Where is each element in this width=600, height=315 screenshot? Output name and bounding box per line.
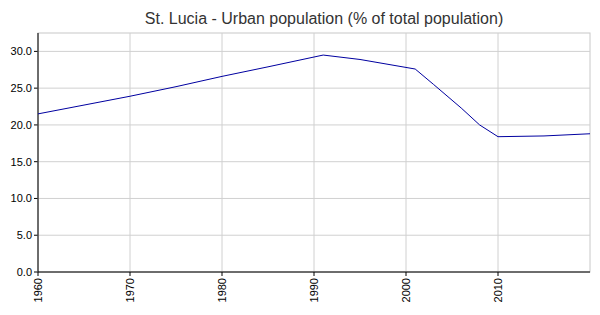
y-tick-label: 10.0: [11, 192, 32, 204]
chart: St. Lucia - Urban population (% of total…: [0, 0, 600, 315]
x-grid-line: [222, 33, 223, 272]
x-tick: [498, 272, 499, 276]
x-axis: [38, 272, 590, 273]
y-grid-line: [38, 272, 590, 273]
y-tick: [34, 198, 38, 199]
y-tick-label: 25.0: [11, 82, 32, 94]
title: St. Lucia - Urban population (% of total…: [145, 10, 503, 27]
x-tick-label: 2010: [492, 278, 504, 302]
x-tick-label: 1980: [216, 278, 228, 302]
x-grid-line: [498, 33, 499, 272]
plot-frame: [38, 33, 590, 272]
x-tick: [130, 272, 131, 276]
y-tick: [34, 51, 38, 52]
y-tick: [34, 161, 38, 162]
y-tick-label: 30.0: [11, 45, 32, 57]
x-tick-label: 1970: [124, 278, 136, 302]
y-tick: [34, 124, 38, 125]
y-tick-label: 15.0: [11, 156, 32, 168]
y-axis: [38, 33, 39, 272]
x-grid-line: [130, 33, 131, 272]
y-tick-label: 20.0: [11, 119, 32, 131]
x-grid-line: [406, 33, 407, 272]
x-tick: [406, 272, 407, 276]
y-tick-label: 5.0: [17, 229, 32, 241]
x-tick-label: 2000: [400, 278, 412, 302]
y-tick-label: 0.0: [17, 266, 32, 278]
y-tick: [34, 235, 38, 236]
plot-area: [38, 55, 590, 137]
x-tick: [222, 272, 223, 276]
data-line: [38, 55, 590, 137]
x-tick-label: 1960: [32, 278, 44, 302]
background: [0, 0, 600, 315]
x-tick: [314, 272, 315, 276]
x-grid-line: [38, 33, 39, 272]
y-tick: [34, 88, 38, 89]
x-tick-label: 1990: [308, 278, 320, 302]
x-grid-line: [314, 33, 315, 272]
y-tick: [34, 272, 38, 273]
x-tick: [38, 272, 39, 276]
